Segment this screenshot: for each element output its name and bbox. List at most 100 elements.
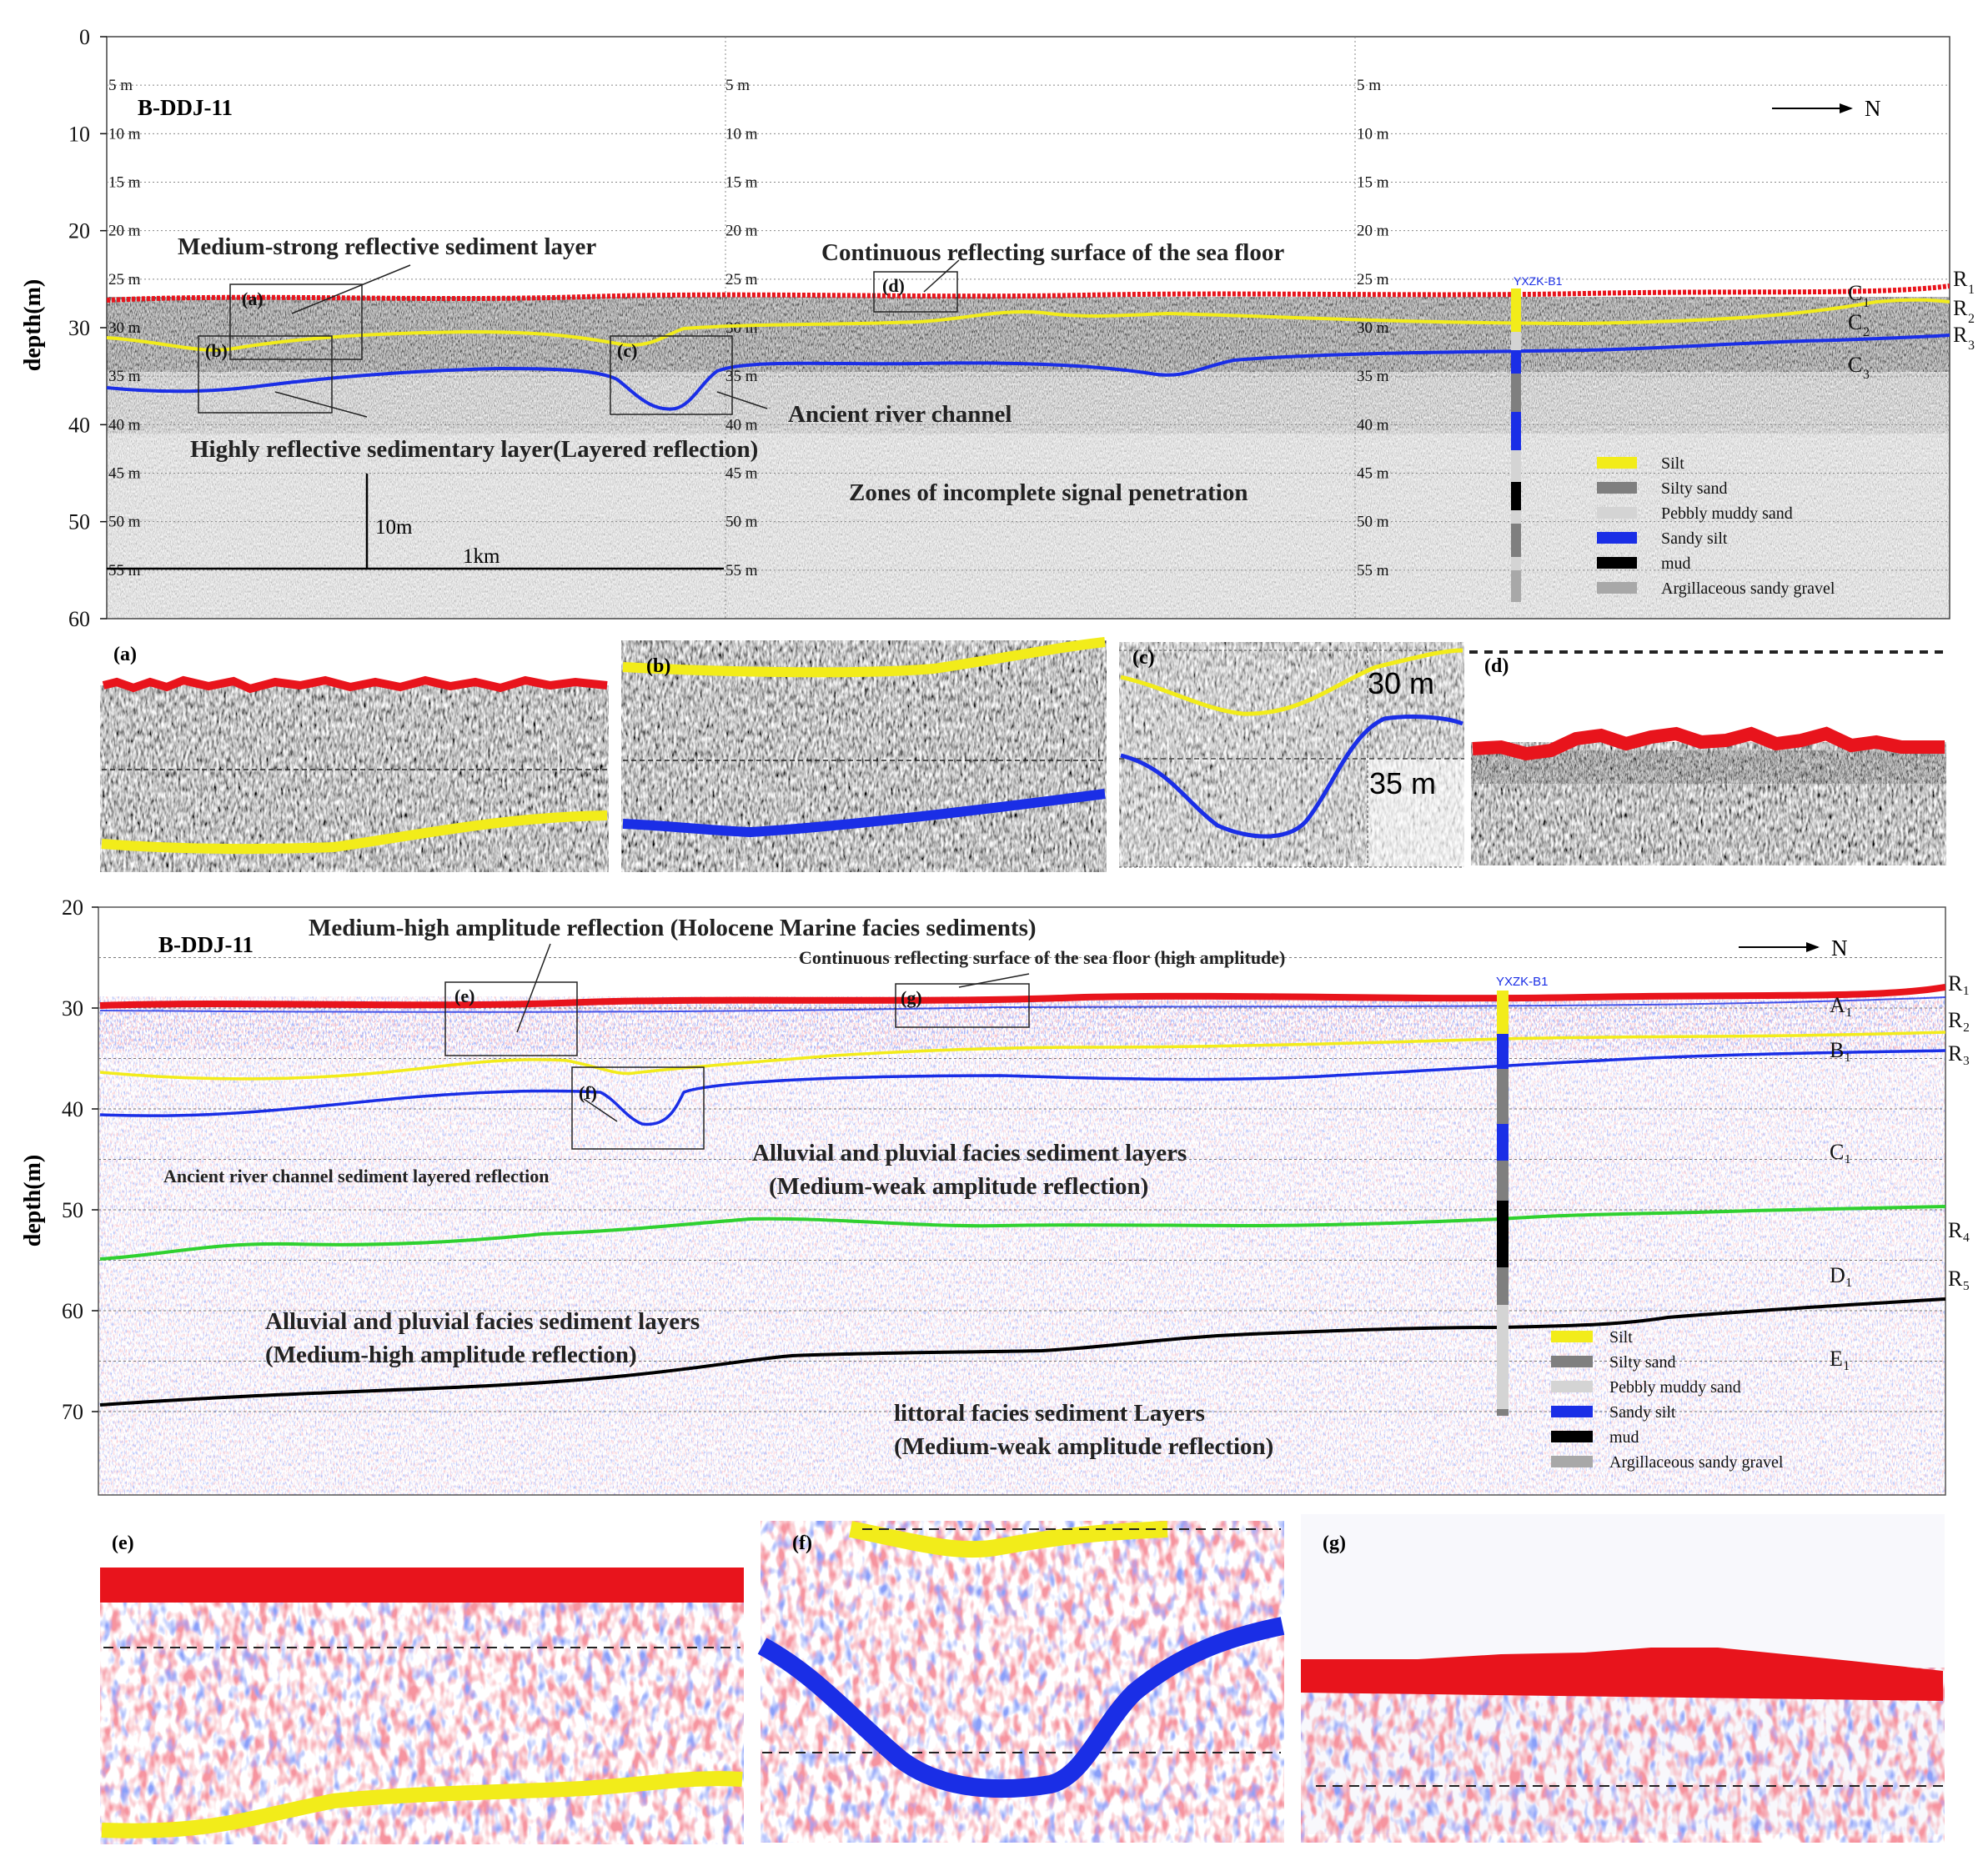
top-legend-swatch: [1597, 482, 1637, 494]
top-depth-mark: 45 m: [725, 465, 758, 483]
zoom-b-yellow: [622, 637, 1106, 678]
top-box-label-a: (a): [242, 288, 264, 309]
top-north-label: N: [1865, 96, 1881, 121]
bottom-borehole-segment: [1497, 1034, 1509, 1069]
bottom-horizon-R3: [99, 1049, 1945, 1126]
bottom-north-arrow-head: [1806, 942, 1820, 952]
bottom-profile-name: B-DDJ-11: [158, 932, 254, 957]
top-depth-mark: 5 m: [108, 77, 133, 94]
bottom-annot-ancient-channel: Ancient river channel sediment layered r…: [163, 1166, 550, 1186]
top-label-C2-sub: 2: [1863, 325, 1870, 339]
top-panel: 5 m 5 m 5 m 10 m 10 m 10 m 15 m 15 m 15 m 20 m 20 …: [20, 25, 1975, 631]
bottom-horizon-R4: [99, 1205, 1945, 1261]
bottom-horizon-labels: R₁ R₂ R₃ R₄ R₅ A₁ B₁ C₁ D₁ E₁: [1830, 971, 1970, 1371]
top-depth-mark: 35 m: [108, 368, 141, 385]
top-annot-continuous: Continuous reflecting surface of the sea…: [821, 239, 1284, 266]
zoom-a-label: (a): [113, 644, 137, 665]
top-leaders: [274, 259, 960, 418]
top-depth-mark: 55 m: [725, 562, 758, 579]
bottom-label-R1: R₁: [1948, 971, 1970, 996]
top-annot-ancient-channel: Ancient river channel: [788, 401, 1012, 428]
top-legend-label: Silt: [1661, 454, 1684, 473]
bottom-y-axis-label: depth(m): [20, 1155, 46, 1247]
bottom-borehole-segment: [1497, 1069, 1509, 1124]
top-depth-mark: 30 m: [725, 319, 758, 337]
bottom-borehole-segment: [1497, 1124, 1509, 1161]
bottom-box-g: [895, 983, 1030, 1028]
zoom-e-texture: [100, 1568, 744, 1844]
top-box-c: [610, 335, 733, 415]
top-depth-mark: 50 m: [1357, 514, 1389, 531]
top-depth-mark: 15 m: [1357, 174, 1389, 192]
bottom-horizon-R5: [99, 1297, 1945, 1407]
bottom-legend-swatch: [1551, 1331, 1593, 1342]
top-y-ticks: 0 10 20 30 40 50 60: [68, 25, 107, 631]
top-depth-mark: 40 m: [725, 416, 758, 434]
zoom-c-label: (c): [1132, 647, 1155, 669]
zoom-c-depth-35: 35 m: [1369, 766, 1436, 800]
bottom-box-label-g: (g): [901, 987, 922, 1008]
top-legend-swatch: [1597, 557, 1637, 569]
zoom-e: (e): [100, 1509, 744, 1844]
bottom-legend-label: Sandy silt: [1609, 1403, 1676, 1422]
top-borehole-segment: [1511, 350, 1521, 374]
top-zoom-boxes: [198, 271, 958, 415]
top-horizon-labels: R 1 R 2 R 3 C 1 C 2 C 3: [1848, 267, 1975, 382]
top-box-a: [229, 283, 363, 360]
bottom-y-tick: 40: [62, 1097, 83, 1121]
bottom-legend-swatch: [1551, 1356, 1593, 1367]
zoom-f: (f): [757, 1521, 1285, 1843]
zoom-c-depth-30: 30 m: [1368, 666, 1434, 700]
top-legend-label: Pebbly muddy sand: [1661, 504, 1793, 523]
zoom-c: (c) 30 m 35 m: [1119, 642, 1464, 868]
bottom-box-labels: (e) (f) (g): [454, 986, 922, 1103]
top-y-tick: 20: [68, 219, 90, 243]
bottom-leaders: [516, 943, 1030, 1122]
bottom-borehole-segment: [1497, 1267, 1509, 1305]
top-label-R3: R: [1953, 323, 1968, 347]
top-depth-mark: 35 m: [725, 368, 758, 385]
zoom-b-blue: [622, 789, 1106, 838]
top-profile-name: B-DDJ-11: [138, 95, 233, 120]
top-y-tick: 0: [79, 25, 90, 49]
bottom-horizon-R2: [99, 1031, 1945, 1081]
top-label-R2-sub: 2: [1968, 312, 1975, 326]
zoom-e-yellow: [101, 1771, 743, 1838]
zoom-f-label: (f): [792, 1532, 812, 1554]
bottom-label-D1: D₁: [1830, 1263, 1853, 1287]
zoom-d-seafloor: [1472, 726, 1945, 761]
top-depth-mark: 55 m: [1357, 562, 1389, 579]
bottom-annotations: Medium-high amplitude reflection (Holoce…: [163, 915, 1285, 1460]
top-label-R3-sub: 3: [1968, 339, 1975, 353]
top-box-labels: (a) (b) (c) (d): [205, 275, 905, 361]
bottom-borehole-segment: [1497, 1161, 1509, 1201]
top-annot-highly-reflective: Highly reflective sedimentary layer(Laye…: [190, 436, 758, 463]
top-borehole-segment: [1511, 450, 1521, 482]
zoom-c-fade: [1368, 759, 1464, 867]
bottom-box-label-e: (e): [454, 986, 474, 1006]
bottom-zoom-boxes: [444, 981, 1030, 1150]
top-label-R1: R: [1953, 267, 1968, 291]
top-depth-mark: 50 m: [108, 514, 141, 531]
top-label-R1-sub: 1: [1968, 283, 1975, 297]
top-borehole-segment: [1511, 288, 1521, 332]
top-y-tick: 10: [68, 122, 90, 146]
top-north-arrow-head: [1840, 103, 1853, 113]
bottom-annot-alluvial-1b: (Medium-weak amplitude reflection): [769, 1173, 1148, 1200]
bottom-label-C1: C₁: [1830, 1140, 1851, 1164]
zoom-d-label: (d): [1484, 655, 1509, 677]
zoom-g-seafloor: [1301, 1648, 1943, 1701]
bottom-legend: Silt Silty sand Pebbly muddy sand Sandy sil…: [1551, 1328, 1784, 1472]
top-depth-mark: 40 m: [1357, 416, 1389, 434]
top-borehole-segment: [1511, 524, 1521, 557]
top-legend-label: mud: [1661, 554, 1691, 573]
top-depth-mark: 45 m: [108, 465, 141, 483]
top-label-C1: C: [1848, 281, 1862, 305]
top-legend-label: Argillaceous sandy gravel: [1661, 579, 1835, 598]
top-scale-horizontal-label: 1km: [463, 545, 500, 568]
top-grid: [107, 37, 1950, 619]
top-label-C3: C: [1848, 353, 1862, 377]
bottom-legend-swatch: [1551, 1381, 1593, 1392]
bottom-seismic-texture: [98, 996, 1945, 1495]
